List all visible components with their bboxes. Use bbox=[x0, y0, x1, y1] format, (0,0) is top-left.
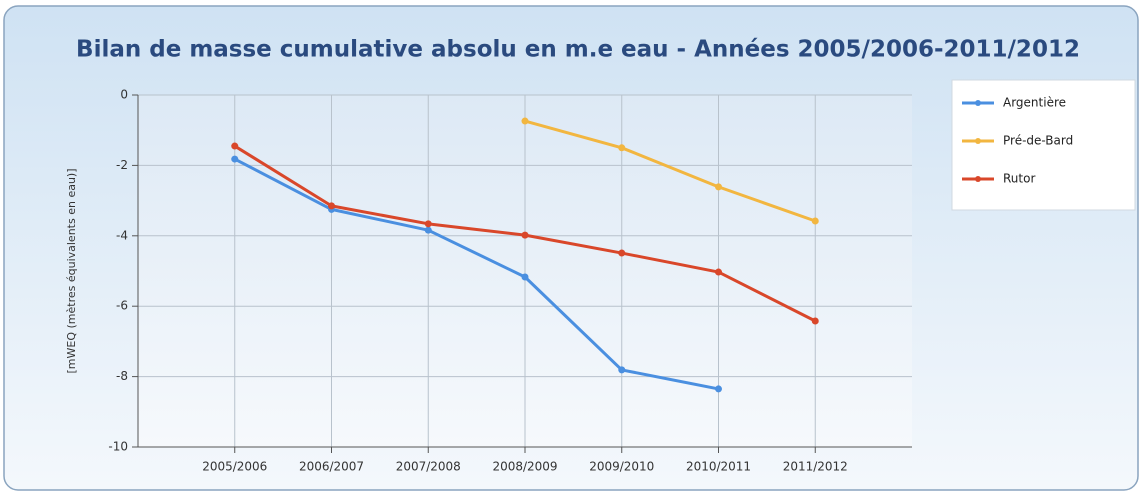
chart-title: Bilan de masse cumulative absolu en m.e … bbox=[76, 37, 1080, 63]
point bbox=[231, 155, 239, 163]
legend-label: Pré-de-Bard bbox=[1003, 134, 1073, 148]
x-tick-label: 2007/2008 bbox=[396, 460, 461, 474]
y-tick-label: -10 bbox=[108, 440, 128, 454]
point bbox=[618, 249, 626, 257]
y-tick-label: 0 bbox=[120, 88, 128, 102]
point bbox=[715, 268, 722, 276]
point bbox=[618, 144, 626, 152]
series-line bbox=[524, 119, 816, 223]
point bbox=[618, 366, 626, 374]
legend-marker bbox=[975, 138, 981, 144]
point bbox=[424, 220, 432, 228]
x-tick-label: 2005/2006 bbox=[202, 460, 267, 474]
point bbox=[715, 385, 722, 393]
x-tick-label: 2011/2012 bbox=[783, 460, 848, 474]
legend-label: Rutor bbox=[1003, 172, 1035, 186]
y-axis-label: [mWEQ (mètres équivalents en eau)] bbox=[65, 168, 78, 373]
legend-marker bbox=[975, 176, 981, 182]
point bbox=[328, 202, 335, 210]
x-tick-label: 2009/2010 bbox=[589, 460, 654, 474]
x-tick-label: 2010/2011 bbox=[686, 460, 751, 474]
point bbox=[521, 231, 529, 239]
point bbox=[521, 273, 529, 281]
y-tick-label: -6 bbox=[116, 299, 128, 313]
y-tick-label: -4 bbox=[116, 228, 128, 242]
point bbox=[715, 183, 722, 191]
y-tick-label: -2 bbox=[116, 158, 128, 172]
point bbox=[521, 117, 529, 125]
point bbox=[424, 226, 432, 234]
point bbox=[811, 317, 819, 325]
x-tick-label: 2006/2007 bbox=[299, 460, 364, 474]
legend-marker bbox=[975, 100, 981, 106]
legend-label: Argentière bbox=[1003, 96, 1066, 110]
series-line bbox=[234, 157, 719, 391]
y-tick-label: -8 bbox=[116, 369, 128, 383]
point bbox=[231, 142, 239, 150]
x-tick-label: 2008/2009 bbox=[492, 460, 557, 474]
point bbox=[811, 217, 819, 225]
